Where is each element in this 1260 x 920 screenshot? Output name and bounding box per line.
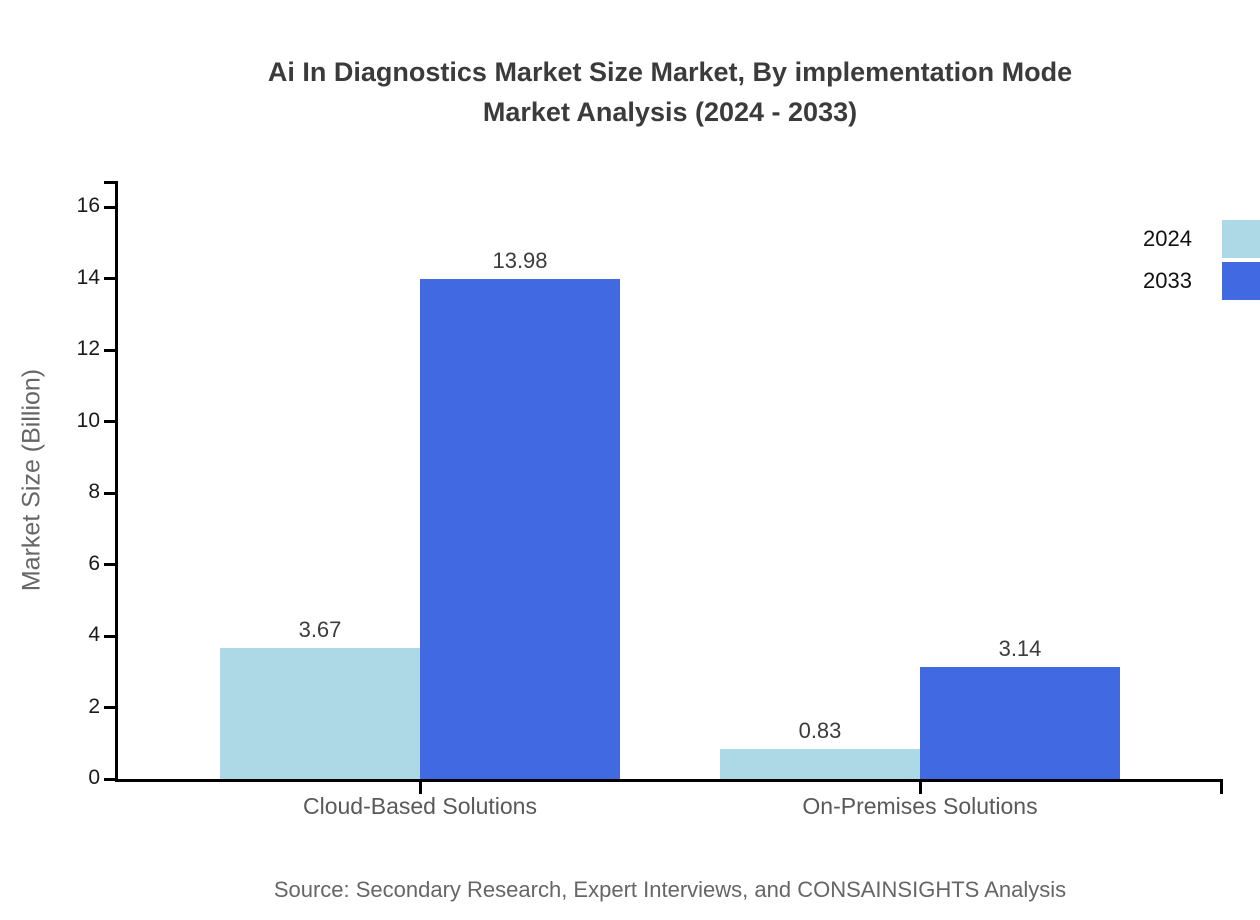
y-tick-mark: [104, 634, 115, 638]
y-tick-mark: [104, 348, 115, 352]
y-tick-label: 16: [76, 194, 100, 217]
x-category-label-on-premises-solutions: On-Premises Solutions: [802, 793, 1038, 819]
x-axis-end-cap: [1220, 779, 1223, 794]
x-axis-line: [115, 779, 1223, 782]
y-tick-mark: [104, 491, 115, 495]
y-tick-label: 4: [88, 623, 100, 646]
y-axis-line: [115, 181, 118, 782]
legend-label-2024: 2024: [1143, 226, 1192, 251]
value-label-on-premises-solutions-2024: 0.83: [798, 718, 842, 744]
source-note: Source: Secondary Research, Expert Inter…: [273, 877, 1067, 902]
chart-title-line-1: Ai In Diagnostics Market Size Market, By…: [267, 57, 1073, 87]
y-tick-mark: [104, 777, 115, 781]
y-tick-mark: [104, 420, 115, 423]
legend-item-2024: 2024: [1143, 218, 1260, 260]
y-tick-mark: [104, 563, 115, 566]
legend: 2024 2033: [1143, 218, 1260, 302]
y-tick-label: 0: [88, 766, 100, 789]
y-tick-mark: [104, 205, 115, 209]
legend-swatch-2033: [1222, 262, 1260, 300]
y-tick-label: 6: [88, 551, 100, 575]
bar-on-premises-solutions-2024: [720, 749, 920, 779]
x-tick-mark: [418, 781, 422, 794]
value-label-cloud-based-solutions-2033: 13.98: [492, 248, 548, 274]
chart-title: Ai In Diagnostics Market Size Market, By…: [70, 52, 1260, 132]
y-tick-mark: [104, 277, 115, 280]
bar-on-premises-solutions-2033: [920, 666, 1120, 779]
legend-item-2033: 2033: [1143, 260, 1260, 302]
y-tick-label: 10: [76, 408, 100, 432]
x-category-label-cloud-based-solutions: Cloud-Based Solutions: [303, 793, 537, 819]
y-tick-label: 8: [88, 480, 100, 503]
x-tick-mark: [918, 781, 922, 794]
chart-title-line-2: Market Analysis (2024 - 2033): [482, 97, 858, 127]
value-label-cloud-based-solutions-2024: 3.67: [298, 616, 342, 642]
bar-cloud-based-solutions-2024: [220, 647, 420, 779]
y-tick-label: 14: [76, 265, 100, 289]
legend-label-2033: 2033: [1143, 268, 1192, 293]
value-label-on-premises-solutions-2033: 3.14: [998, 635, 1042, 661]
y-tick-label: 2: [88, 694, 100, 718]
legend-swatch-2024: [1222, 220, 1260, 258]
bar-cloud-based-solutions-2033: [420, 279, 620, 779]
y-tick-label: 12: [76, 337, 100, 360]
y-axis-end-cap: [104, 181, 118, 184]
y-tick-mark: [104, 706, 115, 709]
